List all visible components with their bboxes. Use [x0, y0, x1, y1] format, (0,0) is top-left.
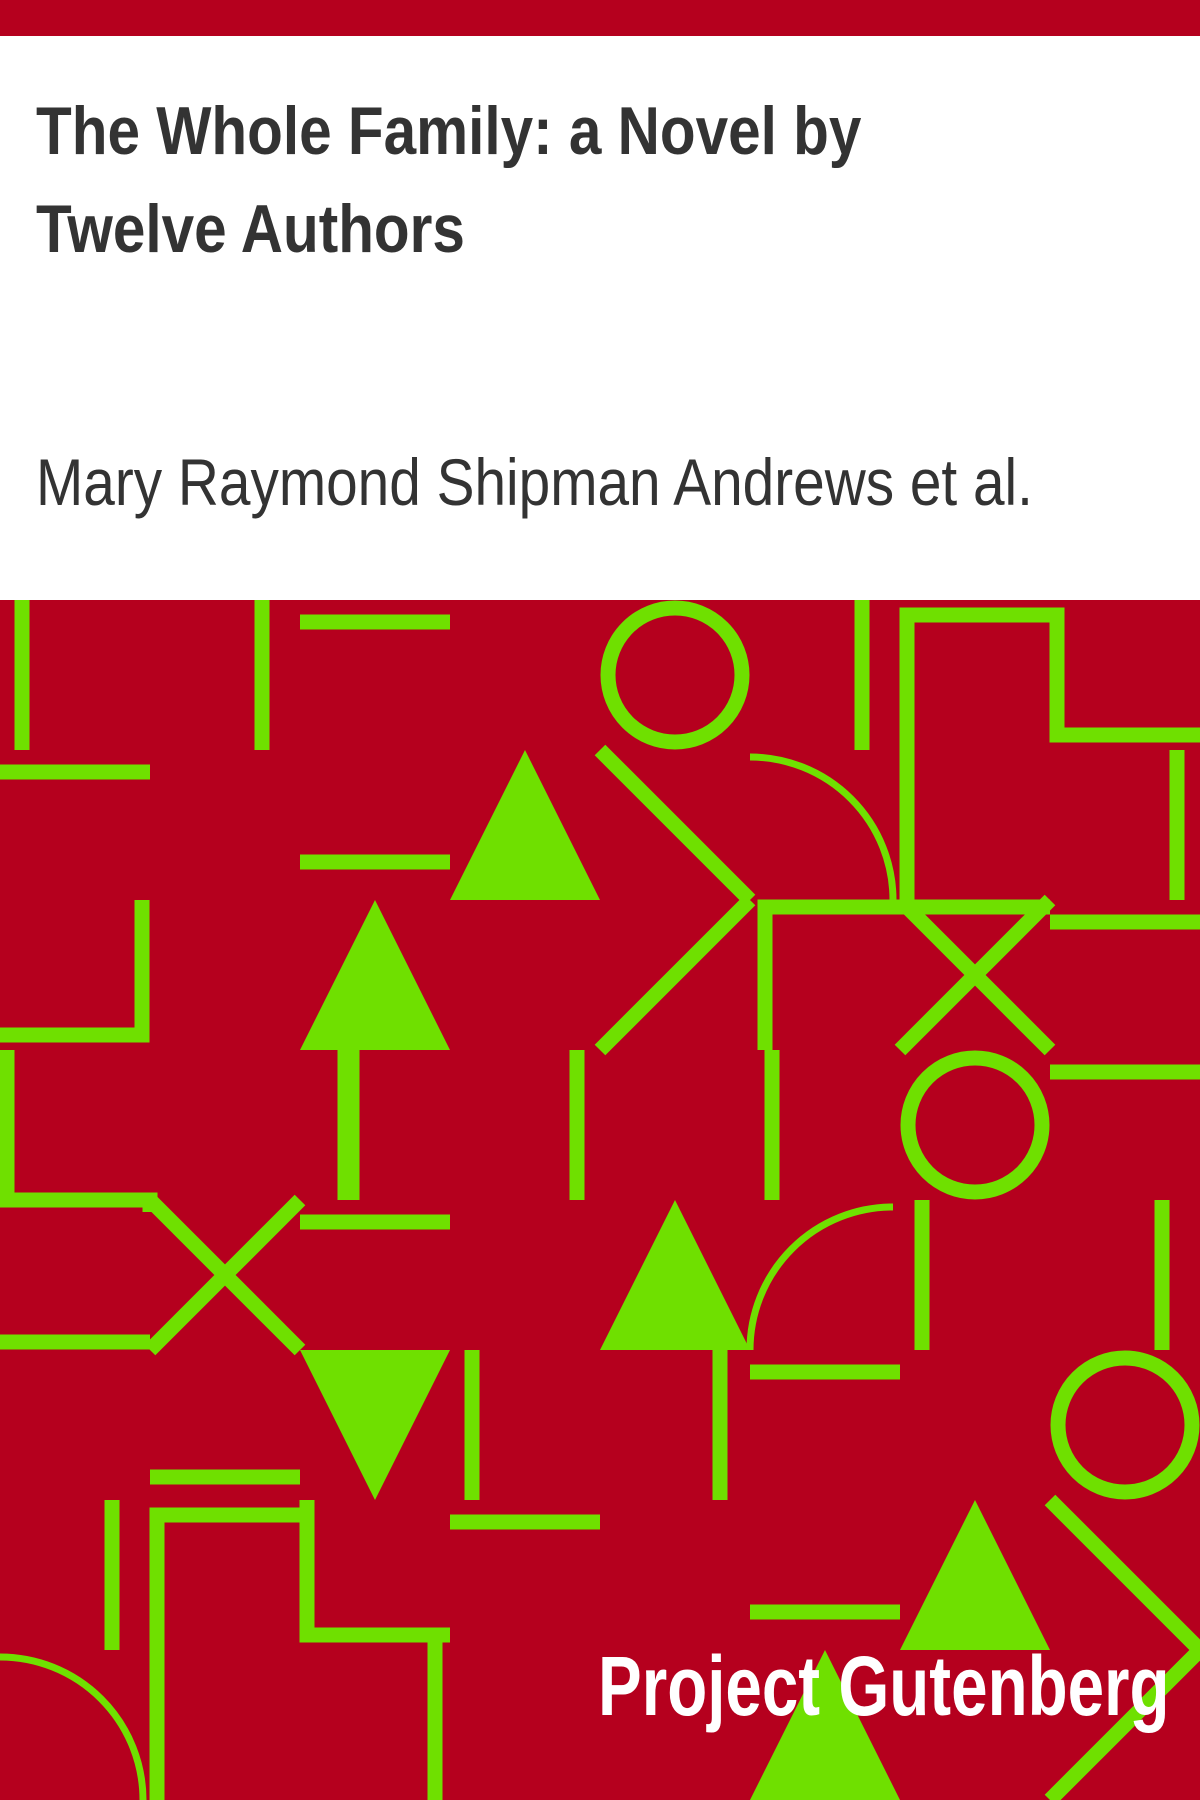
pattern-lines	[0, 600, 1200, 1800]
quarter-arc-3	[0, 1653, 147, 1800]
book-title: The Whole Family: a Novel by Twelve Auth…	[36, 93, 862, 267]
publisher-name: Project Gutenberg	[598, 1639, 1170, 1733]
quarter-arc-2	[746, 1203, 894, 1351]
pattern-triangles	[300, 750, 1050, 1800]
top-color-bar	[0, 0, 1200, 36]
cover-pattern-art	[0, 600, 1200, 1800]
book-author: Mary Raymond Shipman Andrews et al.	[36, 445, 1033, 519]
quarter-arc-1	[749, 753, 897, 901]
pattern-stems	[344, 1050, 728, 1500]
